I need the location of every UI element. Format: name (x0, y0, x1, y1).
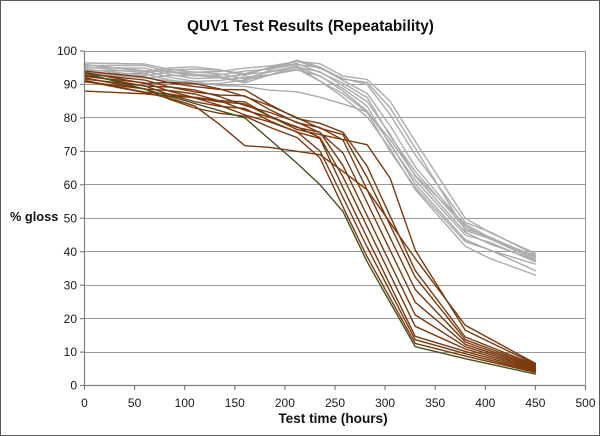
svg-text:300: 300 (375, 396, 395, 410)
svg-text:% gloss: % gloss (10, 209, 58, 224)
svg-text:450: 450 (525, 396, 545, 410)
svg-text:500: 500 (575, 396, 595, 410)
svg-text:400: 400 (475, 396, 495, 410)
svg-text:90: 90 (64, 78, 78, 92)
svg-text:80: 80 (64, 111, 78, 125)
svg-text:50: 50 (64, 211, 78, 225)
svg-text:QUV1 Test Results (Repeatabili: QUV1 Test Results (Repeatability) (187, 18, 434, 35)
svg-text:250: 250 (325, 396, 345, 410)
svg-text:350: 350 (425, 396, 445, 410)
svg-text:200: 200 (275, 396, 295, 410)
svg-text:30: 30 (64, 278, 78, 292)
svg-text:40: 40 (64, 245, 78, 259)
svg-text:10: 10 (64, 345, 78, 359)
svg-text:100: 100 (57, 44, 77, 58)
svg-text:20: 20 (64, 312, 78, 326)
svg-text:0: 0 (81, 396, 88, 410)
svg-text:70: 70 (64, 145, 78, 159)
svg-text:50: 50 (128, 396, 142, 410)
svg-text:150: 150 (225, 396, 245, 410)
svg-text:0: 0 (70, 379, 77, 393)
svg-text:Test time (hours): Test time (hours) (278, 411, 387, 426)
svg-text:60: 60 (64, 178, 78, 192)
svg-text:100: 100 (175, 396, 195, 410)
